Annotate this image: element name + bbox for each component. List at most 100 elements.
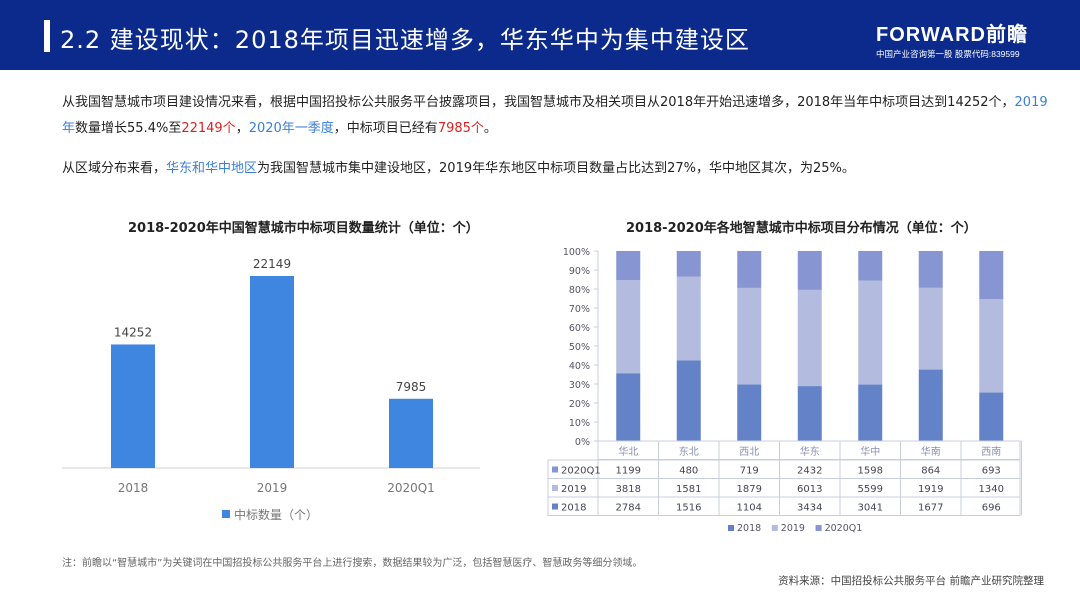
stack-西北-2019 [737,287,762,385]
table-cell: 480 [679,466,698,477]
table-cell: 2432 [797,466,822,477]
stack-东北-2020Q1 [676,251,701,277]
legend-label: 2020Q1 [825,523,863,534]
header: 2.2 建设现状：2018年项目迅速增多，华东华中为集中建设区 FORWARD前… [0,0,1080,70]
y-tick-label: 50% [569,342,590,353]
left-chart-title: 2018-2020年中国智慧城市中标项目数量统计（单位：个） [128,221,479,236]
row-label: 2018 [561,503,586,514]
right-chart-title: 2018-2020年各地智慧城市中标项目分布情况（单位：个） [626,221,977,236]
logo-subtitle: 中国产业咨询第一股 股票代码:839599 [876,49,1020,59]
highlight: 2020年一季度 [248,121,334,136]
paragraph-1: 从我国智慧城市项目建设情况来看，根据中国招投标公共服务平台披露项目，我国智慧城市… [62,90,1052,142]
highlight: 2019年 [62,95,1048,136]
stack-西南-2020Q1 [979,251,1004,300]
legend-swatch [728,525,734,531]
table-cell: 696 [982,503,1001,514]
legend-label: 2018 [737,523,761,534]
stack-华中-2020Q1 [858,251,883,281]
category-label: 西南 [981,445,1001,458]
category-label: 华中 [860,445,880,458]
stack-华南-2020Q1 [918,251,943,288]
row-label: 2019 [561,484,586,495]
y-tick-label: 60% [569,323,590,334]
text: 。 [483,121,497,136]
table-cell: 5599 [858,484,883,495]
table-cell: 693 [982,466,1001,477]
highlight: 22149个 [181,121,236,136]
stack-华南-2018 [918,369,943,441]
logo-text: FORWARD前瞻 [876,24,1028,46]
stack-华东-2018 [797,386,822,441]
data-label: 22149 [253,257,291,271]
highlight: 7985个 [437,121,484,136]
stack-西南-2019 [979,299,1004,393]
y-tick-label: 30% [569,380,590,391]
table-cell: 3041 [858,503,883,514]
legend-swatch [815,525,822,531]
table-body [547,459,1021,516]
table-cell: 2784 [616,503,641,514]
table-cell: 3434 [797,503,822,514]
y-tick-label: 100% [563,247,590,258]
stack-华北-2019 [616,280,641,374]
stack-华中-2019 [858,280,883,385]
table-cell: 1104 [737,503,762,514]
stack-东北-2018 [676,360,701,441]
table-cell: 1581 [676,484,701,495]
table-cell: 864 [921,466,940,477]
table-cell: 6013 [797,484,822,495]
y-tick-label: 40% [569,361,590,372]
table-cell: 1677 [918,503,943,514]
table-cell: 1879 [737,484,762,495]
stack-东北-2019 [676,276,701,361]
footnote: 注：前瞻以“智慧城市”为关键词在中国招投标公共服务平台上进行搜索，数据结果较为广… [62,558,643,569]
category-label: 西北 [739,446,759,458]
table-cell: 1516 [676,503,701,514]
stack-西北-2020Q1 [737,251,762,288]
y-tick-label: 0% [575,437,590,448]
title-accent-bar [44,20,50,52]
data-label: 7985 [396,380,427,394]
paragraph-2: 从区域分布来看，华东和华中地区为我国智慧城市集中建设地区，2019年华东地区中标… [62,156,1052,182]
x-tick-label: 2018 [118,481,149,495]
bar-2020Q1 [389,398,433,468]
text: ， [235,121,249,136]
text: 为我国智慧城市集中建设地区，2019年华东地区中标项目数量占比达到27%，华中地… [257,161,855,176]
y-tick-label: 70% [569,304,590,315]
category-label: 东北 [679,445,699,458]
category-label: 华北 [618,445,638,458]
table-cell: 719 [740,466,759,477]
table-cell: 1199 [616,466,641,477]
y-tick-label: 90% [569,266,590,277]
text: 数量增长55.4%至 [75,121,182,136]
forward-logo: FORWARD前瞻 中国产业咨询第一股 股票代码:839599 [876,18,1028,60]
legend-label: 2019 [781,523,805,534]
highlight: 华东和华中地区 [166,161,258,176]
x-tick-label: 2020Q1 [387,481,435,495]
legend-swatch [222,510,230,518]
page-title: 2.2 建设现状：2018年项目迅速增多，华东华中为集中建设区 [60,26,750,54]
stack-华东-2019 [797,289,822,387]
stack-华北-2018 [616,373,641,441]
text: ，中标项目已经有 [333,121,438,136]
source-note: 资料来源：中国招投标公共服务平台 前瞻产业研究院整理 [778,575,1044,587]
y-tick-label: 20% [569,399,590,410]
table-cell: 3818 [616,484,641,495]
stack-华中-2018 [858,384,883,441]
text: 从区域分布来看， [62,161,167,176]
table-cell: 1340 [979,484,1004,495]
stack-华东-2020Q1 [797,251,822,290]
y-tick-label: 80% [569,285,590,296]
x-tick-label: 2019 [257,481,288,495]
y-tick-label: 10% [569,418,590,429]
category-label: 华南 [921,445,941,458]
row-swatch [552,466,558,473]
data-label: 14252 [114,325,152,339]
stack-华南-2019 [918,287,943,370]
legend-label: 中标数量（个） [234,507,318,522]
row-swatch [552,503,558,510]
table-cell: 1598 [858,466,883,477]
bar-2018 [111,344,155,468]
table-cell: 1919 [918,484,943,495]
